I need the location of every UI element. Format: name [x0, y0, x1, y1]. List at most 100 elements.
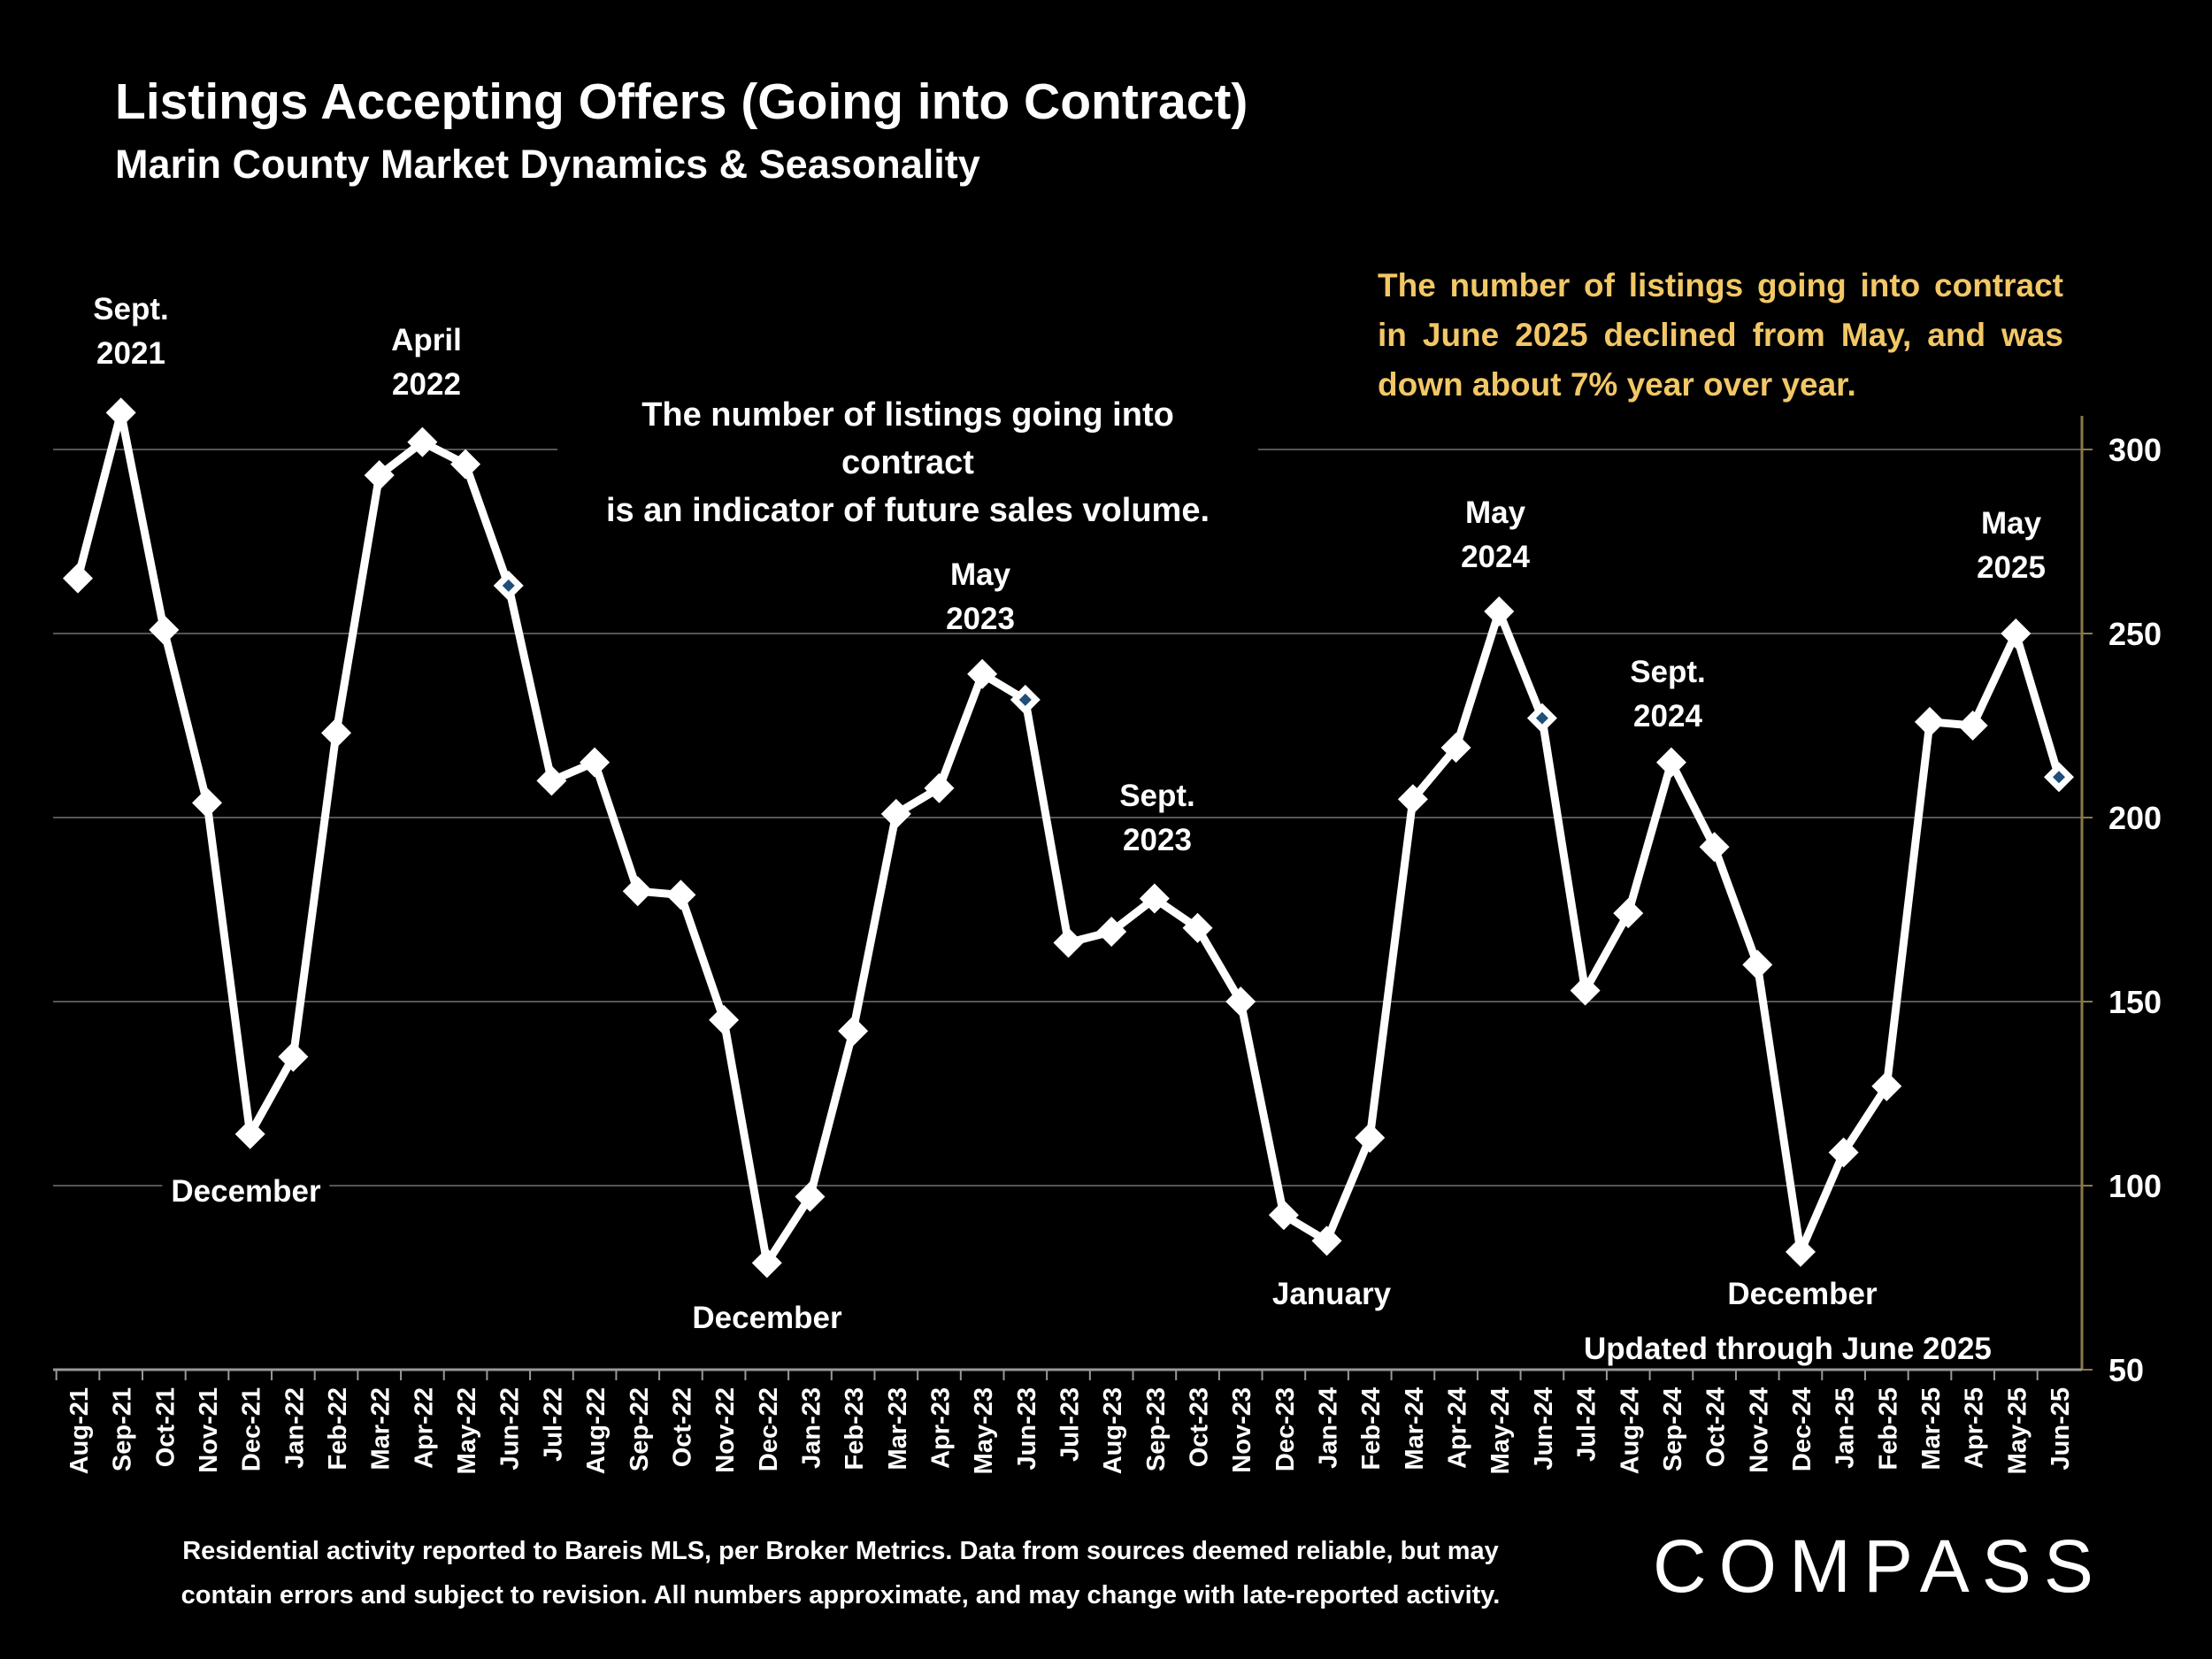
data-point	[924, 772, 955, 803]
data-point	[1871, 1071, 1902, 1102]
annotation-line: May	[949, 557, 1011, 592]
x-tick-label: Sep-21	[109, 1387, 137, 1471]
data-point	[1440, 732, 1471, 763]
annotation-may-2025: May 2025	[1977, 502, 2046, 590]
x-tick-label: Feb-23	[841, 1387, 869, 1470]
data-point	[63, 563, 93, 594]
footer-line2: contain errors and subject to revision. …	[180, 1581, 1501, 1609]
data-line	[73, 408, 2063, 1267]
x-tick-label: Aug-22	[582, 1387, 611, 1474]
x-tick-label: Feb-22	[324, 1387, 352, 1470]
data-point	[1914, 706, 1945, 737]
data-point	[795, 1181, 826, 1212]
annotation-line: May	[1980, 506, 2042, 541]
data-point	[1613, 898, 1644, 929]
data-point	[1699, 832, 1730, 863]
x-tick-label: Oct-24	[1702, 1387, 1731, 1467]
x-tick-label: Jan-22	[280, 1387, 309, 1469]
annotation-sept-2021: Sept. 2021	[93, 288, 169, 376]
x-tick-label: Apr-24	[1444, 1387, 1472, 1469]
x-tick-label: Jul-24	[1573, 1387, 1601, 1462]
data-point	[450, 449, 481, 480]
data-point	[622, 876, 653, 907]
annotation-line: December	[1727, 1277, 1878, 1311]
data-point	[709, 1004, 740, 1035]
data-point	[580, 747, 611, 778]
indicator-note-line2: is an indicator of future sales volume.	[605, 492, 1210, 529]
x-tick-label: Jun-22	[496, 1387, 525, 1470]
annotation-line: May	[1464, 495, 1526, 530]
x-tick-label: Sep-24	[1659, 1387, 1687, 1471]
data-point	[278, 1041, 309, 1072]
x-tick-label: Jun-25	[2047, 1387, 2075, 1470]
x-tick-label: Nov-23	[1228, 1387, 1256, 1473]
y-tick-label: 300	[2108, 432, 2162, 468]
annotation-december-2021: December	[162, 1170, 330, 1214]
data-point	[1785, 1236, 1816, 1267]
x-tick-label: Jan-25	[1832, 1387, 1860, 1469]
x-tick-label: Mar-23	[884, 1387, 912, 1471]
data-point-center	[1018, 693, 1032, 706]
data-point-center	[2053, 771, 2065, 784]
data-point-center	[1535, 711, 1548, 725]
x-tick-label: Jan-23	[797, 1387, 826, 1469]
data-point	[1957, 710, 1988, 741]
data-point	[364, 460, 395, 491]
data-point	[967, 658, 998, 689]
x-tick-label: Dec-22	[755, 1387, 783, 1471]
annotation-line: 2023	[946, 602, 1015, 636]
series-line	[73, 408, 2063, 1267]
data-point	[321, 718, 352, 749]
annotation-line: April	[391, 323, 462, 357]
annotation-line: 2023	[1123, 823, 1192, 857]
data-point	[192, 787, 223, 818]
x-tick-label: May-24	[1486, 1387, 1515, 1474]
data-point	[1139, 883, 1170, 914]
data-point	[1311, 1225, 1342, 1256]
x-tick-label: Mar-22	[367, 1387, 396, 1471]
y-tick-label: 50	[2108, 1352, 2144, 1388]
annotation-december-2022: December	[692, 1296, 841, 1340]
data-point	[1828, 1137, 1859, 1168]
data-point	[1053, 927, 1084, 958]
x-tick-label: May-25	[2003, 1387, 2032, 1474]
page-title: Listings Accepting Offers (Going into Co…	[115, 73, 1248, 130]
annotation-line: December	[692, 1301, 842, 1335]
data-point	[1655, 747, 1686, 778]
x-tick-label: Apr-22	[410, 1387, 438, 1469]
data-point	[1268, 1200, 1299, 1231]
indicator-note: The number of listings going into contra…	[557, 391, 1258, 534]
compass-logo: COMPASS	[1653, 1525, 2106, 1608]
updated-note: Updated through June 2025	[1584, 1332, 1992, 1366]
annotation-may-2023: May 2023	[946, 553, 1015, 641]
x-tick-label: Jun-24	[1530, 1387, 1558, 1470]
data-point	[880, 798, 911, 829]
annotation-december-2024: December	[1727, 1272, 1877, 1317]
data-point	[2001, 618, 2032, 649]
annotation-line: 2025	[1977, 550, 2046, 585]
annotation-line: Sept.	[1119, 779, 1195, 813]
annotation-line: Sept.	[1630, 655, 1706, 689]
annotation-sept-2023: Sept. 2023	[1119, 774, 1195, 863]
annotation-line: Sept.	[93, 292, 169, 326]
y-tick-label: 250	[2108, 616, 2162, 652]
y-tick-label: 200	[2108, 800, 2162, 836]
annotation-line: December	[171, 1174, 321, 1209]
series-markers	[63, 397, 2074, 1279]
x-tick-label: Feb-24	[1357, 1387, 1386, 1470]
x-tick-label: Aug-23	[1099, 1387, 1127, 1474]
footer-line1: Residential activity reported to Bareis …	[182, 1537, 1499, 1565]
x-tick-label: Apr-25	[1961, 1387, 1989, 1469]
data-point	[149, 614, 180, 645]
x-tick-label: Jan-24	[1315, 1387, 1343, 1469]
data-point	[536, 765, 567, 796]
x-tick-label: Nov-21	[195, 1387, 223, 1473]
data-point	[1742, 949, 1773, 980]
y-tick-label: 150	[2108, 984, 2162, 1020]
data-point	[1570, 975, 1601, 1006]
data-point	[665, 879, 696, 910]
annotation-line: 2021	[96, 336, 165, 371]
annotation-line: 2024	[1461, 540, 1530, 574]
y-tick-labels: 50 100 150 200 250 300	[2108, 432, 2162, 1388]
